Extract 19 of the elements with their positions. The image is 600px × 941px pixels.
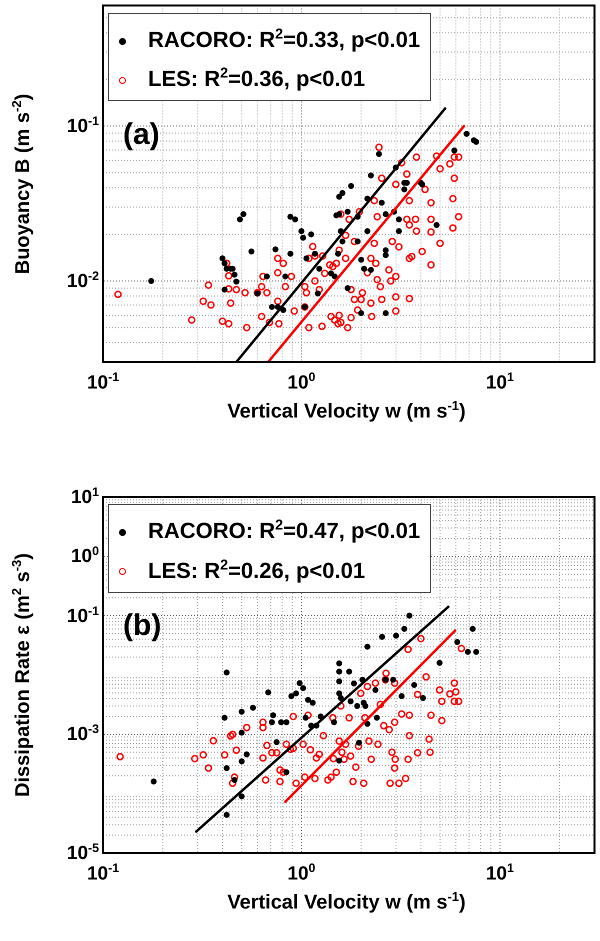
y-tick-label: 10$^{-1}$ <box>66 603 99 628</box>
legend-label: RACORO: R$^{2}$=0.33, p<0.01 <box>148 26 420 52</box>
y-tick-label: 10$^{-3}$ <box>66 722 99 746</box>
x-tick-label: 10$^{1}$ <box>486 861 514 886</box>
x-tick-label: 10$^{1}$ <box>486 370 514 394</box>
x-axis-title: Vertical Velocity w (m s$^{-1}$) <box>227 889 466 915</box>
y-tick-label: 10$^{-2}$ <box>66 268 99 294</box>
legend-label: LES: R$^{2}$=0.26, p<0.01 <box>148 557 366 583</box>
y-tick-label: 10$^{-1}$ <box>66 114 99 138</box>
annotation: (a) <box>123 118 160 152</box>
x-axis-title: Vertical Velocity w (m s$^{-1}$) <box>227 398 466 424</box>
x-tick-label: 10$^{-1}$ <box>86 370 120 394</box>
x-tick-label: 10$^{0}$ <box>287 370 316 394</box>
x-tick-label: 10$^{0}$ <box>287 861 316 886</box>
y-tick-label: 10$^{1}$ <box>70 484 99 510</box>
y-tick-label: 10$^{0}$ <box>70 544 99 568</box>
legend-label: RACORO: R$^{2}$=0.47, p<0.01 <box>148 518 420 544</box>
legend-label: LES: R$^{2}$=0.36, p<0.01 <box>148 66 366 92</box>
annotation: (b) <box>123 609 162 643</box>
